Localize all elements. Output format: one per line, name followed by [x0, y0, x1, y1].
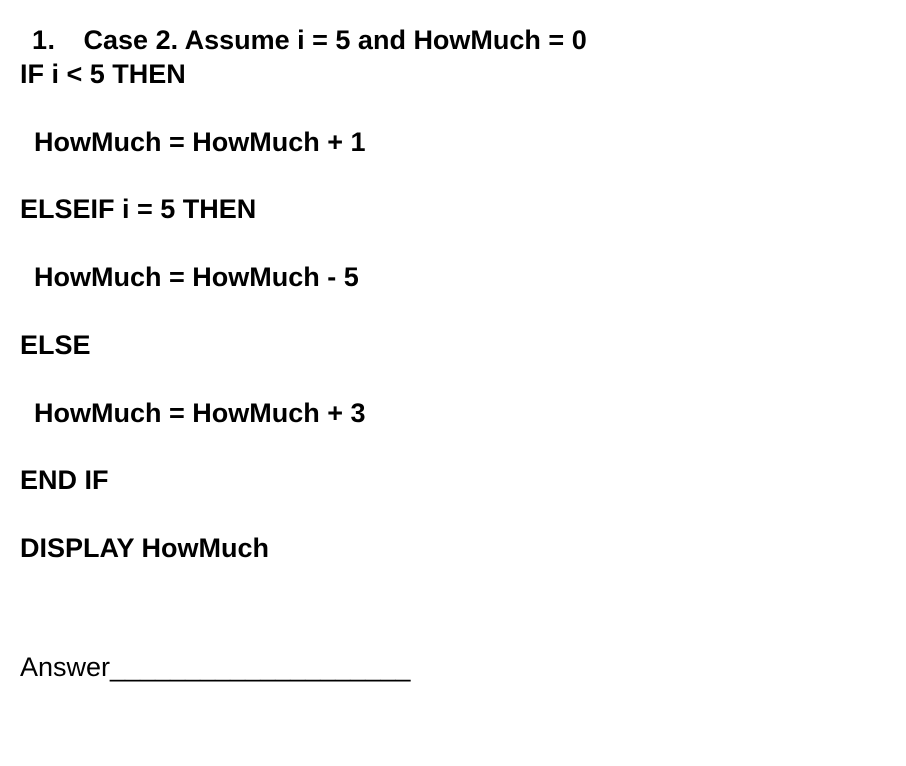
code-plus1: HowMuch = HowMuch + 1 — [20, 126, 886, 160]
question-header: 1. Case 2. Assume i = 5 and HowMuch = 0 — [20, 24, 886, 58]
code-if: IF i < 5 THEN — [20, 58, 886, 92]
code-plus3: HowMuch = HowMuch + 3 — [20, 397, 886, 431]
code-minus5: HowMuch = HowMuch - 5 — [20, 261, 886, 295]
question-number: 1. — [32, 24, 56, 58]
code-display: DISPLAY HowMuch — [20, 532, 886, 566]
code-elseif: ELSEIF i = 5 THEN — [20, 193, 886, 227]
code-else: ELSE — [20, 329, 886, 363]
case-assumption: Case 2. Assume i = 5 and HowMuch = 0 — [84, 25, 587, 55]
answer-line[interactable]: Answer____________________ — [20, 652, 886, 683]
code-endif: END IF — [20, 464, 886, 498]
